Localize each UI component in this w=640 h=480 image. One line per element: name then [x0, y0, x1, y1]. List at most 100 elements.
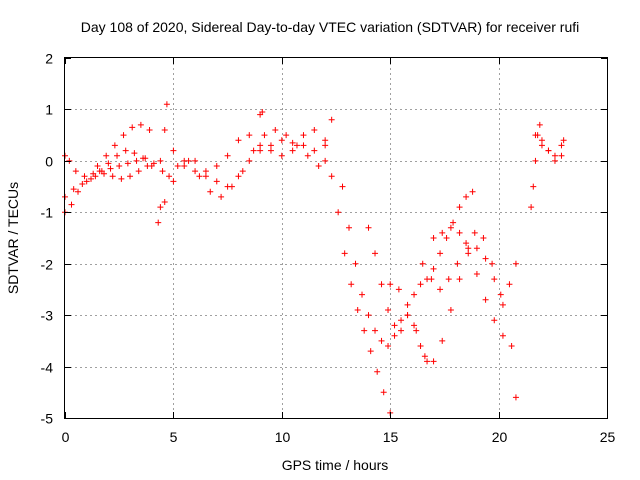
data-point	[283, 132, 290, 139]
data-point	[322, 137, 329, 144]
data-point	[499, 332, 506, 339]
series-track-l	[365, 188, 476, 334]
data-point	[380, 389, 387, 396]
data-point	[161, 199, 168, 205]
data-point	[463, 240, 470, 247]
data-point	[155, 219, 162, 226]
data-point	[482, 296, 489, 303]
data-point	[157, 157, 164, 164]
data-point	[512, 260, 519, 267]
series-track-r	[532, 132, 565, 164]
y-tick-label: 2	[45, 51, 53, 67]
data-point	[289, 139, 296, 146]
plot-frame	[64, 57, 608, 419]
data-point	[192, 168, 199, 175]
data-point	[111, 142, 118, 149]
data-point	[439, 229, 446, 236]
data-point	[267, 142, 274, 149]
data-point	[387, 281, 394, 288]
data-point	[235, 137, 242, 144]
data-point	[512, 394, 519, 401]
y-tick-label: -2	[41, 257, 54, 273]
data-point	[142, 155, 149, 162]
x-tick-label: 5	[170, 429, 178, 445]
data-point	[480, 235, 487, 241]
data-point	[469, 188, 476, 195]
data-point	[417, 281, 424, 288]
data-point	[437, 250, 444, 257]
data-point	[79, 181, 86, 187]
data-point	[443, 235, 450, 241]
data-point	[538, 137, 545, 144]
data-point	[103, 152, 110, 159]
series-track-p	[328, 116, 335, 123]
data-point	[120, 132, 127, 139]
data-point	[107, 165, 114, 172]
data-point	[465, 245, 472, 252]
data-point	[98, 168, 105, 175]
x-tick-label: 0	[62, 429, 70, 445]
data-point	[315, 163, 322, 169]
y-axis-label: SDTVAR / TECUs	[5, 182, 21, 294]
series-track-d	[94, 121, 153, 169]
data-point	[170, 147, 177, 154]
grid	[65, 58, 607, 418]
data-point	[354, 307, 361, 313]
data-point	[300, 132, 307, 139]
data-point	[471, 229, 478, 236]
data-point	[551, 157, 558, 164]
data-point	[404, 301, 411, 308]
data-point	[558, 142, 565, 149]
data-point	[430, 358, 437, 365]
data-point	[228, 183, 235, 190]
data-point	[413, 327, 420, 334]
data-point	[159, 168, 166, 175]
data-points	[62, 101, 567, 416]
data-point	[536, 121, 543, 128]
data-point	[257, 147, 264, 154]
data-point	[508, 343, 515, 349]
data-point	[395, 286, 402, 293]
x-tick-label: 10	[275, 429, 291, 445]
data-point	[341, 250, 348, 257]
data-point	[124, 160, 131, 167]
data-point	[322, 157, 329, 164]
data-point	[278, 137, 285, 144]
data-point	[447, 224, 454, 231]
data-point	[465, 250, 472, 257]
data-point	[304, 152, 311, 159]
data-point	[430, 235, 437, 241]
data-point	[372, 250, 379, 257]
data-point	[163, 101, 170, 108]
data-point	[196, 173, 203, 180]
data-point	[378, 281, 385, 288]
data-point	[456, 204, 463, 211]
data-point	[246, 157, 253, 164]
data-point	[122, 147, 129, 154]
data-point	[532, 132, 539, 139]
data-point	[88, 175, 95, 182]
data-point	[68, 201, 75, 208]
data-point	[352, 260, 359, 267]
data-point	[489, 260, 496, 267]
data-point	[322, 142, 329, 149]
series-track-o	[430, 224, 506, 339]
data-point	[90, 170, 97, 177]
data-point	[419, 260, 426, 267]
series-track-c	[62, 152, 149, 180]
data-point	[83, 178, 90, 185]
data-point	[166, 173, 173, 180]
data-point	[417, 343, 424, 349]
data-point	[94, 163, 101, 169]
data-point	[250, 147, 257, 154]
data-point	[114, 152, 121, 159]
data-point	[385, 307, 392, 313]
data-point	[447, 307, 454, 313]
data-point	[411, 322, 418, 329]
data-point	[545, 147, 552, 154]
data-point	[75, 188, 82, 195]
data-point	[118, 175, 125, 182]
data-point	[224, 152, 231, 159]
data-point	[135, 168, 142, 175]
data-point	[506, 281, 513, 288]
